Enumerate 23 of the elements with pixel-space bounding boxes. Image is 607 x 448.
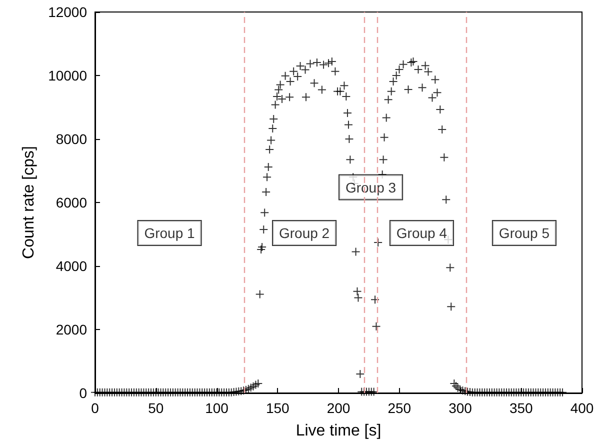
x-tick-label: 100 (205, 400, 229, 416)
x-tick-label: 150 (266, 400, 290, 416)
y-tick-label: 2000 (56, 322, 88, 338)
y-tick-label: 12000 (48, 4, 88, 20)
x-axis-title: Live time [s] (296, 422, 382, 440)
annotation: Group 2 (278, 224, 330, 241)
annotation: Group 4 (396, 224, 448, 241)
y-tick-label: 10000 (48, 68, 88, 84)
y-tick-label: 4000 (56, 258, 88, 274)
annotation: Group 3 (345, 179, 396, 196)
x-tick-label: 350 (509, 400, 534, 416)
y-tick-label: 8000 (56, 131, 88, 147)
y-tick-label: 0 (79, 385, 88, 401)
y-tick-label: 6000 (56, 194, 88, 210)
x-tick-label: 250 (388, 400, 412, 416)
x-tick-label: 0 (91, 400, 100, 416)
annotation: Group 1 (144, 224, 196, 241)
x-tick-label: 50 (148, 400, 164, 416)
annotation: Group 5 (498, 224, 550, 241)
x-tick-label: 200 (326, 400, 350, 416)
y-axis-title: Count rate [cps] (20, 146, 38, 259)
x-tick-label: 300 (448, 400, 472, 416)
x-tick-label: 400 (570, 400, 594, 416)
